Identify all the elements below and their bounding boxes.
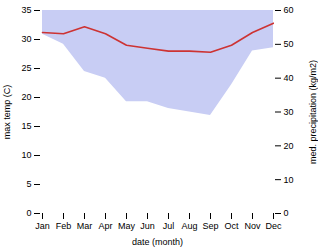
svg-text:max temp (C): max temp (C) — [2, 85, 12, 140]
svg-text:Jun: Jun — [140, 221, 155, 231]
svg-text:15: 15 — [21, 121, 31, 131]
svg-text:40: 40 — [284, 73, 294, 83]
svg-text:35: 35 — [21, 5, 31, 15]
svg-text:0: 0 — [26, 208, 31, 218]
svg-text:20: 20 — [284, 141, 294, 151]
svg-text:date (month): date (month) — [132, 237, 183, 247]
svg-text:10: 10 — [21, 150, 31, 160]
svg-text:Apr: Apr — [98, 221, 112, 231]
svg-text:Sep: Sep — [202, 221, 218, 231]
svg-text:Jan: Jan — [35, 221, 50, 231]
svg-text:Jul: Jul — [163, 221, 175, 231]
svg-text:50: 50 — [284, 39, 294, 49]
svg-text:10: 10 — [284, 175, 294, 185]
svg-text:20: 20 — [21, 92, 31, 102]
svg-text:Oct: Oct — [224, 221, 239, 231]
svg-text:Feb: Feb — [56, 221, 72, 231]
svg-text:Nov: Nov — [244, 221, 261, 231]
svg-text:May: May — [118, 221, 136, 231]
svg-text:Dec: Dec — [265, 221, 282, 231]
svg-text:Mar: Mar — [77, 221, 93, 231]
svg-text:med. precipitation (kg/m2): med. precipitation (kg/m2) — [308, 60, 318, 164]
svg-text:30: 30 — [284, 107, 294, 117]
svg-text:5: 5 — [26, 179, 31, 189]
svg-text:30: 30 — [21, 34, 31, 44]
svg-text:0: 0 — [284, 208, 289, 218]
svg-text:60: 60 — [284, 5, 294, 15]
svg-text:Aug: Aug — [181, 221, 197, 231]
svg-text:25: 25 — [21, 63, 31, 73]
